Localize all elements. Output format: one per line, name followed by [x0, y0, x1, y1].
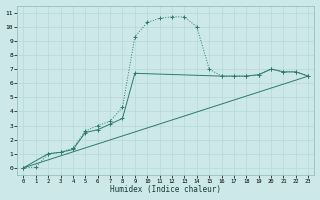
- X-axis label: Humidex (Indice chaleur): Humidex (Indice chaleur): [110, 185, 221, 194]
